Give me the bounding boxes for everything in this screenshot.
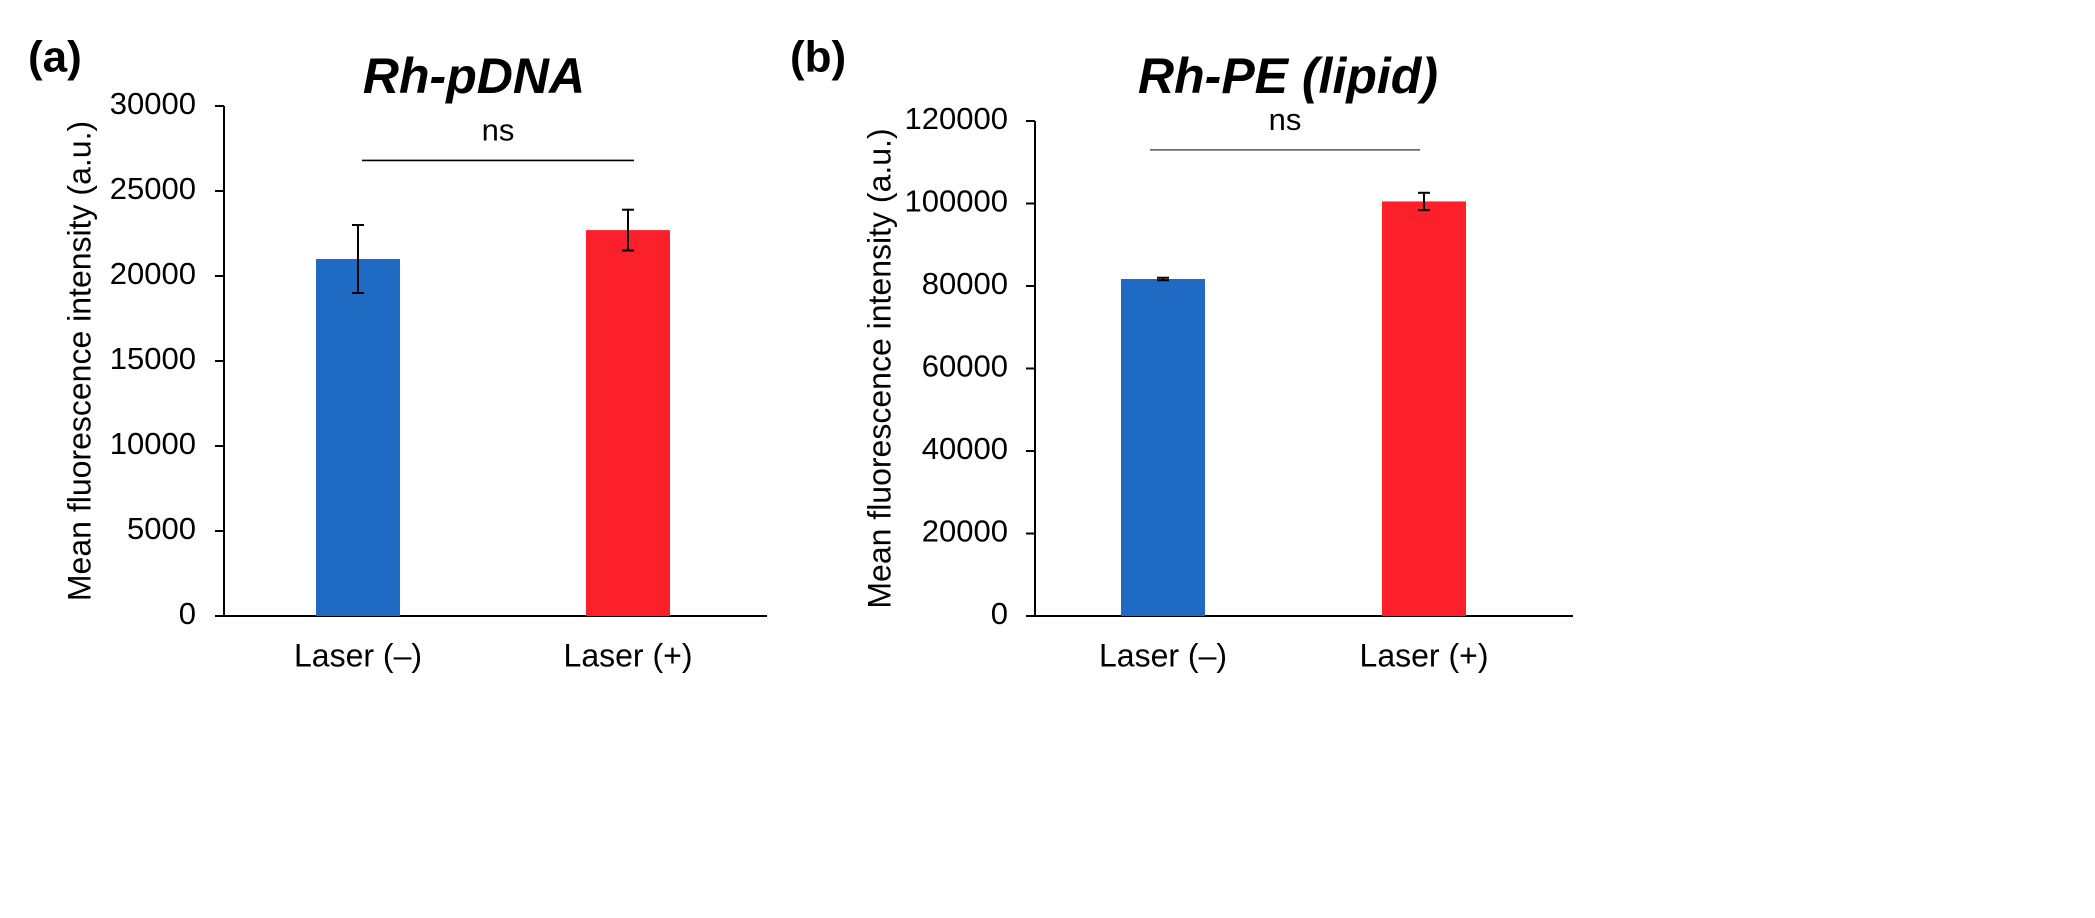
y-tick-label: 30000 xyxy=(110,86,196,121)
chart-title: Rh-pDNA xyxy=(363,48,585,104)
significance-label: ns xyxy=(1269,102,1302,137)
y-axis-title: Mean fluorescence intensity (a.u.) xyxy=(61,121,97,601)
chart-title: Rh-PE (lipid) xyxy=(1138,48,1438,104)
category-label: Laser (–) xyxy=(1099,637,1227,673)
panel-label: (b) xyxy=(790,33,846,82)
y-axis-title: Mean fluorescence intensity (a.u.) xyxy=(861,128,897,608)
y-tick-label: 100000 xyxy=(905,184,1008,219)
y-tick-label: 0 xyxy=(991,596,1008,631)
y-tick-label: 25000 xyxy=(110,171,196,206)
y-tick-label: 5000 xyxy=(127,511,196,546)
panel-label: (a) xyxy=(28,33,82,82)
y-tick-label: 20000 xyxy=(110,256,196,291)
significance-label: ns xyxy=(482,113,515,148)
y-tick-label: 60000 xyxy=(922,349,1008,384)
y-tick-label: 80000 xyxy=(922,266,1008,301)
bar-laser-minus xyxy=(1121,278,1205,616)
y-tick-label: 15000 xyxy=(110,341,196,376)
y-tick-label: 10000 xyxy=(110,426,196,461)
category-label: Laser (+) xyxy=(564,637,693,673)
bar-laser-minus xyxy=(316,259,400,616)
y-tick-label: 40000 xyxy=(922,431,1008,466)
category-label: Laser (+) xyxy=(1360,637,1489,673)
category-label: Laser (–) xyxy=(294,637,422,673)
y-tick-label: 0 xyxy=(179,596,196,631)
bar-laser-plus xyxy=(586,230,670,616)
bar-laser-plus xyxy=(1382,201,1466,616)
y-tick-label: 120000 xyxy=(905,101,1008,136)
y-tick-label: 20000 xyxy=(922,514,1008,549)
